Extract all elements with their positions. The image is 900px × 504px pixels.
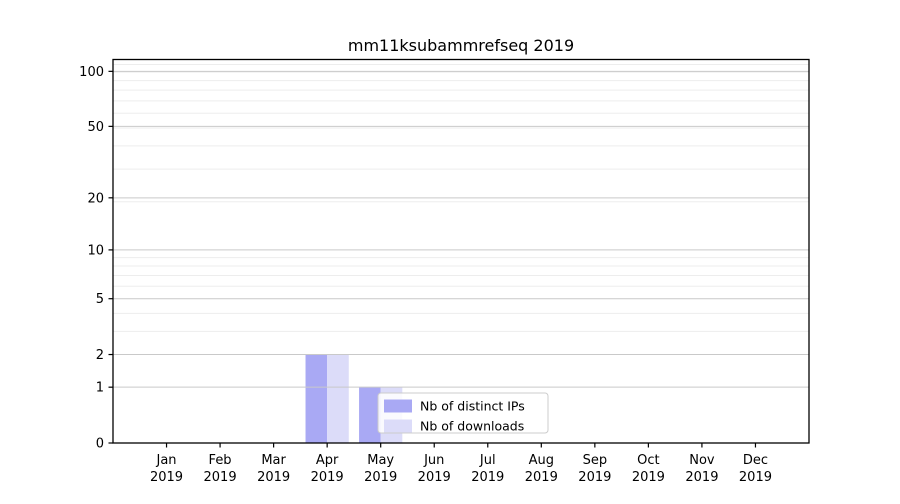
major-gridlines (113, 70, 809, 388)
legend-label-downloads: Nb of downloads (420, 419, 524, 434)
x-tick-label-year: 2019 (739, 470, 772, 485)
x-tick-label-year: 2019 (364, 470, 397, 485)
legend-swatch-distinct-ips (384, 399, 412, 413)
y-tick-label: 10 (87, 243, 104, 258)
x-tick-label-year: 2019 (257, 470, 290, 485)
chart-title: mm11ksubammrefseq 2019 (348, 36, 574, 55)
x-tick-label-year: 2019 (204, 470, 237, 485)
x-tick-label-month: Dec (743, 453, 768, 468)
y-tick-label: 2 (96, 348, 104, 363)
x-tick-label-month: Jun (423, 453, 444, 468)
x-tick-label-year: 2019 (311, 470, 344, 485)
x-tick-label-month: Jul (479, 453, 496, 468)
y-tick-label: 1 (96, 381, 104, 396)
axis-tick-labels: 0 1 2 5 10 20 50 100 Jan 2019 Feb 2019 Mar 2019 Apr 201… (79, 65, 772, 485)
x-tick-label-month: Mar (261, 453, 286, 468)
legend-swatch-downloads (384, 419, 412, 433)
x-tick-label-year: 2019 (685, 470, 718, 485)
axis-ticks (108, 70, 757, 448)
y-tick-label: 100 (79, 65, 104, 80)
y-tick-label: 50 (87, 120, 104, 135)
x-tick-label-year: 2019 (471, 470, 504, 485)
x-tick-label-month: Jan (156, 453, 177, 468)
x-tick-label-month: Feb (209, 453, 232, 468)
legend-label-distinct-ips: Nb of distinct IPs (420, 399, 525, 414)
y-tick-label: 0 (96, 437, 104, 452)
legend: Nb of distinct IPs Nb of downloads (377, 392, 549, 434)
x-tick-label-month: Oct (637, 453, 659, 468)
x-tick-label-month: Aug (529, 453, 554, 468)
x-tick-label-year: 2019 (578, 470, 611, 485)
bar-apr-distinct-ips (305, 354, 328, 443)
y-tick-label: 20 (87, 191, 104, 206)
x-tick-label-year: 2019 (150, 470, 183, 485)
axes-spines (112, 58, 810, 444)
x-tick-label-year: 2019 (525, 470, 558, 485)
x-tick-label-month: Apr (316, 453, 339, 468)
x-tick-label-month: Sep (583, 453, 608, 468)
x-tick-label-month: May (367, 453, 394, 468)
bar-may-distinct-ips (359, 387, 381, 443)
x-tick-label-year: 2019 (418, 470, 451, 485)
bar-apr-downloads (327, 354, 349, 443)
y-tick-label: 5 (96, 292, 104, 307)
plot-frame (112, 58, 810, 444)
x-tick-label-month: Nov (689, 453, 715, 468)
legend-box (377, 392, 549, 434)
minor-gridlines (113, 63, 809, 332)
x-tick-label-year: 2019 (632, 470, 665, 485)
